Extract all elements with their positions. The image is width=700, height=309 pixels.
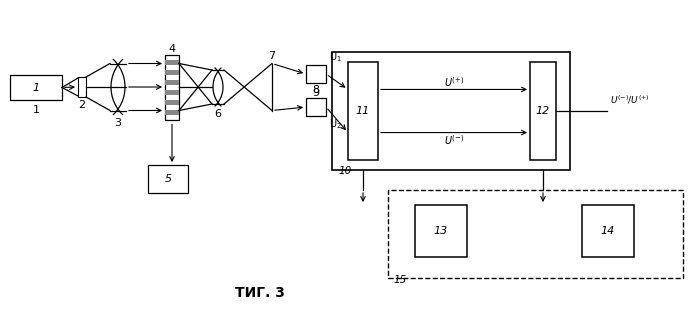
- Text: 11: 11: [356, 106, 370, 116]
- Text: $U^{(+)}$: $U^{(+)}$: [444, 75, 464, 89]
- Text: 2: 2: [78, 100, 85, 110]
- Bar: [78, 77, 86, 97]
- Bar: [388, 190, 683, 278]
- Bar: [415, 205, 467, 257]
- Bar: [165, 70, 179, 74]
- Text: 15: 15: [393, 275, 406, 285]
- Text: 9: 9: [312, 88, 320, 98]
- Bar: [165, 79, 179, 84]
- Text: $U^{(-)}$: $U^{(-)}$: [444, 134, 464, 147]
- Bar: [332, 52, 570, 170]
- Text: 13: 13: [434, 226, 448, 236]
- Text: 1: 1: [32, 105, 39, 115]
- Bar: [165, 54, 179, 120]
- Text: 1: 1: [32, 83, 40, 92]
- Bar: [148, 165, 188, 193]
- Text: $U^{(-)}$/$U^{(+)}$: $U^{(-)}$/$U^{(+)}$: [610, 94, 650, 106]
- Bar: [306, 98, 326, 116]
- Text: 8: 8: [312, 85, 320, 95]
- Bar: [530, 62, 556, 160]
- Bar: [165, 90, 179, 95]
- Text: 4: 4: [169, 44, 176, 53]
- Bar: [10, 75, 62, 100]
- Text: 14: 14: [601, 226, 615, 236]
- Text: 7: 7: [268, 50, 276, 61]
- Text: 12: 12: [536, 106, 550, 116]
- Text: U$_1$: U$_1$: [329, 50, 342, 64]
- Bar: [348, 62, 378, 160]
- Text: 3: 3: [115, 117, 122, 128]
- Bar: [582, 205, 634, 257]
- Bar: [165, 109, 179, 115]
- Bar: [165, 60, 179, 65]
- Text: 10: 10: [338, 166, 351, 176]
- Text: 6: 6: [214, 109, 221, 119]
- Text: 5: 5: [164, 174, 172, 184]
- Bar: [165, 99, 179, 104]
- Text: ΤИГ. 3: ΤИГ. 3: [235, 286, 285, 300]
- Bar: [306, 65, 326, 83]
- Text: U$_2$: U$_2$: [329, 117, 342, 131]
